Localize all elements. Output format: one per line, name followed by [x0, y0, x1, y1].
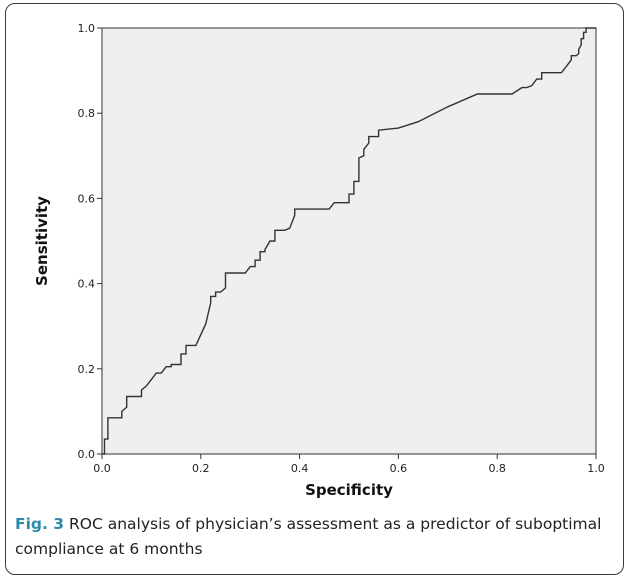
caption-text: ROC analysis of physician’s assessment a… [15, 515, 602, 558]
x-axis-title: Specificity [305, 481, 393, 499]
y-axis-title: Sensitivity [33, 196, 51, 286]
x-tick-label: 0.8 [488, 462, 506, 475]
y-tick-label: 0.6 [78, 192, 96, 205]
figure-frame [5, 3, 624, 575]
y-tick-label: 0.0 [78, 448, 96, 461]
roc-chart: 0.0 0.2 0.4 0.6 0.8 1.0 0.0 0.2 0.4 0.6 0.8 1.0 Sp… [33, 22, 605, 499]
y-tick-label: 0.2 [78, 363, 96, 376]
roc-curve-line [102, 27, 596, 455]
figure-label: Fig. 3 [15, 515, 65, 533]
x-tick-label: 1.0 [587, 462, 605, 475]
x-tick-label: 0.2 [192, 462, 210, 475]
x-axis: 0.0 0.2 0.4 0.6 0.8 1.0 [93, 454, 605, 475]
figure-caption: Fig. 3 ROC analysis of physician’s asses… [15, 512, 615, 562]
y-tick-label: 1.0 [78, 22, 96, 35]
y-axis: 0.0 0.2 0.4 0.6 0.8 1.0 [78, 22, 102, 461]
x-tick-label: 0.0 [93, 462, 111, 475]
plot-area [101, 27, 597, 455]
x-tick-label: 0.4 [291, 462, 309, 475]
x-tick-label: 0.6 [390, 462, 408, 475]
y-tick-label: 0.8 [78, 107, 96, 120]
y-tick-label: 0.4 [78, 278, 96, 291]
